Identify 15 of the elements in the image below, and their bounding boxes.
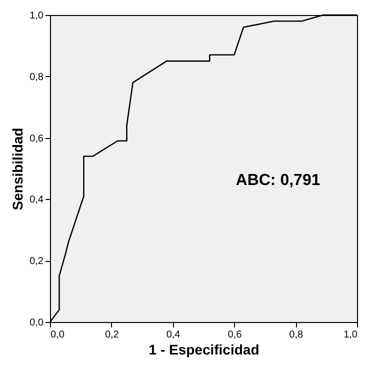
x-axis-title: 1 - Especificidad [148,342,260,358]
x-tick-label: 0,0 [50,330,65,340]
y-axis-title: Sensibilidad [10,128,26,210]
y-tick-label: 0,2 [30,256,44,268]
y-tick-label: 0,6 [30,133,44,144]
x-tick-label: 0,2 [104,330,120,340]
y-tick-label: 0,0 [30,318,44,328]
y-tick-label: 1,0 [30,10,44,22]
x-tick-label: 0,8 [289,330,304,340]
x-tick-label: 1,0 [344,330,358,340]
y-tick-label: 0,4 [30,194,44,206]
y-tick-label: 0,8 [30,72,44,83]
x-tick-label: 0,6 [228,330,242,340]
x-tick-label: 0,4 [166,330,181,340]
annotation: ABC: 0,791 [236,172,320,189]
